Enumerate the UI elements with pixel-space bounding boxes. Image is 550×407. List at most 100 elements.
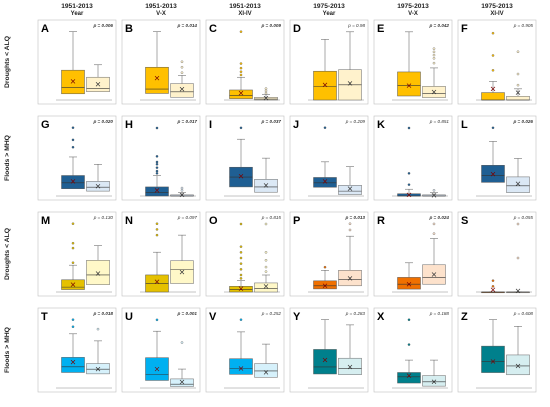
outlier-G-0-1 bbox=[71, 138, 75, 142]
outlier-C-0-0 bbox=[239, 73, 243, 77]
outlier-C-0-3 bbox=[239, 62, 243, 65]
column-season-1: V-X bbox=[156, 11, 166, 17]
outlier-M-0-0 bbox=[71, 261, 75, 265]
outlier-B-1-1 bbox=[180, 65, 184, 69]
panel-letter-B: B bbox=[125, 23, 133, 35]
mean-A-1 bbox=[95, 82, 101, 87]
mean-E-1 bbox=[431, 89, 437, 95]
box-C-0 bbox=[229, 89, 253, 99]
p-value-G: p = 0.020 bbox=[92, 119, 113, 124]
outlier-H-1-0 bbox=[180, 189, 184, 192]
p-value-V: p = 0.252 bbox=[261, 311, 282, 316]
panel-letter-V: V bbox=[209, 311, 217, 323]
outlier-H-0-0 bbox=[155, 172, 159, 175]
mean-Z-0 bbox=[490, 359, 496, 364]
box-E-0 bbox=[397, 71, 421, 97]
panel-letter-D: D bbox=[293, 23, 301, 35]
outlier-T-1-0 bbox=[96, 327, 100, 331]
outlier-N-0-2 bbox=[155, 222, 159, 226]
p-value-T: p = 0.018 bbox=[92, 311, 113, 316]
outlier-M-0-1 bbox=[71, 246, 75, 250]
mean-S-1 bbox=[515, 288, 521, 294]
mean-P-0 bbox=[322, 283, 328, 289]
outlier-U-1-0 bbox=[180, 341, 184, 344]
outlier-H-0-6 bbox=[155, 126, 159, 130]
panel-letter-C: C bbox=[209, 23, 217, 35]
p-value-E: p = 0.042 bbox=[428, 23, 449, 28]
box-J-1 bbox=[338, 185, 362, 195]
outlier-O-0-0 bbox=[239, 277, 243, 280]
mean-U-0 bbox=[154, 366, 160, 372]
column-period-5: 1975-2013 bbox=[481, 3, 513, 10]
mean-L-0 bbox=[490, 171, 496, 177]
panel-H bbox=[121, 115, 201, 201]
mean-F-0 bbox=[490, 86, 496, 92]
mean-X-0 bbox=[406, 373, 412, 378]
column-period-2: 1951-2013 bbox=[229, 3, 261, 10]
p-value-U: p = 0.001 bbox=[176, 311, 197, 316]
outlier-C-1-1 bbox=[264, 89, 268, 93]
box-F-1 bbox=[506, 96, 530, 101]
outlier-H-1-1 bbox=[180, 186, 184, 190]
outlier-P-1-0 bbox=[348, 228, 352, 232]
panel-letter-R: R bbox=[377, 215, 385, 227]
panel-letter-J: J bbox=[293, 119, 299, 131]
outlier-F-1-0 bbox=[516, 83, 520, 87]
outlier-B-1-2 bbox=[180, 60, 184, 64]
box-V-1 bbox=[254, 363, 278, 378]
outlier-O-0-1 bbox=[239, 273, 243, 277]
outlier-C-0-2 bbox=[239, 66, 243, 70]
column-season-0: Year bbox=[71, 11, 84, 17]
column-season-5: XI-IV bbox=[490, 11, 503, 17]
outlier-U-0-0 bbox=[155, 318, 159, 322]
outlier-M-0-2 bbox=[71, 241, 75, 245]
outlier-E-1-1 bbox=[432, 57, 436, 60]
mean-T-0 bbox=[70, 359, 76, 365]
box-B-1 bbox=[170, 83, 194, 98]
outlier-O-0-3 bbox=[239, 262, 243, 265]
mean-V-1 bbox=[263, 370, 269, 375]
outlier-K-1-0 bbox=[432, 189, 436, 192]
p-value-X: p = 0.188 bbox=[429, 311, 450, 316]
column-season-3: Year bbox=[323, 11, 336, 17]
mean-N-1 bbox=[179, 269, 185, 275]
panel-letter-S: S bbox=[461, 215, 468, 227]
mean-G-1 bbox=[95, 183, 101, 189]
outlier-E-1-2 bbox=[432, 53, 436, 57]
mean-C-1 bbox=[263, 95, 269, 101]
box-B-0 bbox=[145, 66, 169, 94]
mean-C-0 bbox=[238, 90, 244, 96]
p-value-C: p = 0.009 bbox=[260, 23, 281, 28]
mean-E-0 bbox=[406, 83, 412, 88]
panel-letter-G: G bbox=[41, 119, 50, 131]
outlier-O-0-7 bbox=[239, 222, 243, 226]
outlier-H-0-2 bbox=[155, 166, 159, 169]
column-period-4: 1975-2013 bbox=[397, 3, 429, 10]
row-label-1: Floods > MHQ bbox=[4, 135, 11, 181]
p-value-F: p = 0.905 bbox=[513, 23, 534, 28]
box-G-0 bbox=[61, 175, 85, 189]
box-L-1 bbox=[506, 176, 530, 193]
outlier-E-1-0 bbox=[432, 61, 436, 65]
p-value-H: p = 0.017 bbox=[176, 119, 197, 124]
mean-R-1 bbox=[431, 272, 437, 277]
mean-B-1 bbox=[179, 86, 185, 92]
box-M-1 bbox=[86, 260, 110, 285]
mean-Z-1 bbox=[515, 363, 521, 369]
outlier-J-0-0 bbox=[323, 126, 327, 129]
outlier-O-0-6 bbox=[239, 245, 243, 248]
box-Z-1 bbox=[506, 354, 530, 376]
outlier-K-0-1 bbox=[407, 172, 411, 175]
p-value-P: p = 0.013 bbox=[344, 215, 365, 220]
box-R-0 bbox=[397, 277, 421, 290]
mean-D-1 bbox=[347, 81, 353, 86]
panel-O bbox=[205, 211, 285, 297]
outlier-O-0-4 bbox=[239, 256, 243, 260]
column-season-2: XI-IV bbox=[238, 11, 251, 17]
panel-V bbox=[205, 307, 285, 393]
panel-letter-L: L bbox=[461, 119, 468, 131]
p-value-J: p = 0.209 bbox=[345, 119, 366, 124]
mean-H-1 bbox=[179, 192, 185, 198]
panel-letter-X: X bbox=[377, 311, 385, 323]
